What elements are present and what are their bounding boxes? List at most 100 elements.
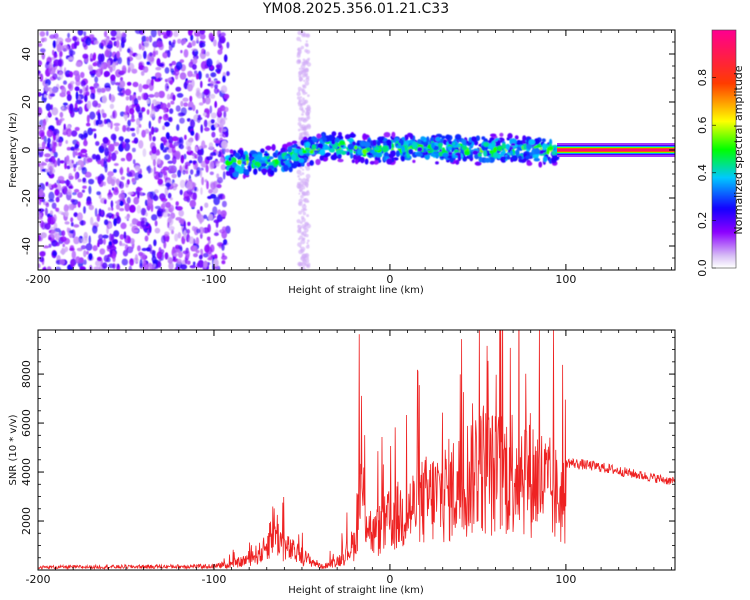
noise-blob bbox=[130, 127, 135, 132]
trace-blob bbox=[337, 153, 342, 159]
trace-blob bbox=[238, 167, 244, 175]
noise-blob bbox=[201, 140, 206, 150]
noise-blob bbox=[123, 231, 127, 239]
noise-blob bbox=[141, 35, 147, 42]
noise-blob bbox=[88, 253, 93, 261]
colorbar-segment bbox=[712, 102, 736, 105]
trace-blob bbox=[311, 144, 317, 150]
noise-blob bbox=[131, 177, 136, 183]
noise-blob bbox=[100, 210, 104, 216]
colorbar-segment bbox=[712, 160, 736, 163]
noise-blob bbox=[216, 173, 220, 179]
noise-blob bbox=[182, 250, 189, 255]
noise-blob bbox=[97, 119, 103, 125]
stripe-blob bbox=[298, 192, 301, 195]
trace-blob bbox=[398, 140, 405, 144]
noise-blob bbox=[77, 166, 82, 171]
noise-blob bbox=[178, 143, 181, 149]
trace-blob bbox=[291, 154, 297, 161]
noise-blob bbox=[117, 92, 124, 96]
noise-blob bbox=[80, 219, 84, 226]
stripe-blob bbox=[302, 74, 306, 78]
colorbar-segment bbox=[712, 32, 736, 35]
noise-blob bbox=[93, 266, 101, 270]
noise-blob bbox=[151, 214, 158, 221]
noise-blob bbox=[142, 262, 149, 270]
noise-blob bbox=[82, 53, 89, 59]
noise-blob bbox=[200, 248, 203, 254]
y-tick-label: 0 bbox=[20, 147, 33, 154]
noise-blob bbox=[183, 230, 187, 239]
colorbar-segment bbox=[712, 212, 736, 215]
noise-blob bbox=[207, 214, 214, 221]
trace-blob bbox=[359, 156, 365, 164]
noise-blob bbox=[162, 201, 166, 206]
noise-blob bbox=[141, 217, 148, 224]
stripe-blob bbox=[301, 204, 307, 210]
trace-blob bbox=[430, 142, 435, 149]
noise-blob bbox=[221, 252, 225, 258]
noise-blob bbox=[155, 150, 161, 156]
noise-blob bbox=[131, 229, 139, 233]
noise-blob bbox=[110, 30, 117, 37]
noise-blob bbox=[57, 158, 61, 167]
stripe-blob bbox=[301, 168, 305, 171]
stripe-blob bbox=[297, 47, 302, 52]
noise-blob bbox=[69, 185, 74, 190]
noise-blob bbox=[133, 137, 139, 144]
noise-blob bbox=[160, 197, 168, 203]
colorbar-segment bbox=[712, 86, 736, 89]
trace-blob bbox=[430, 153, 436, 157]
noise-blob bbox=[146, 99, 150, 104]
colorbar-segment bbox=[712, 30, 736, 33]
stripe-blob bbox=[306, 185, 309, 188]
stripe-blob bbox=[299, 102, 303, 106]
noise-blob bbox=[113, 163, 119, 166]
stripe-blob bbox=[301, 217, 306, 223]
noise-blob bbox=[121, 32, 126, 38]
noise-blob bbox=[158, 171, 164, 179]
colorbar-tick-label: 0.8 bbox=[696, 69, 709, 87]
noise-blob bbox=[222, 195, 226, 200]
noise-blob bbox=[170, 100, 175, 105]
noise-blob bbox=[113, 230, 120, 238]
noise-blob bbox=[223, 106, 229, 113]
noise-blob bbox=[128, 169, 136, 178]
noise-blob bbox=[103, 70, 111, 77]
trace-blob bbox=[283, 164, 289, 172]
noise-blob bbox=[110, 133, 117, 141]
trace-blob bbox=[291, 140, 298, 144]
noise-blob bbox=[103, 30, 108, 38]
noise-blob bbox=[61, 86, 67, 95]
stripe-blob bbox=[298, 201, 303, 207]
x-tick-label: -100 bbox=[201, 573, 226, 586]
noise-blob bbox=[132, 95, 136, 100]
stripe-blob bbox=[300, 45, 305, 50]
noise-blob bbox=[48, 243, 52, 248]
x-tick-label: -100 bbox=[201, 273, 226, 286]
trace-blob bbox=[514, 135, 519, 140]
colorbar-segment bbox=[712, 76, 736, 79]
noise-blob bbox=[195, 237, 200, 246]
noise-blob bbox=[91, 40, 94, 45]
noise-blob bbox=[160, 31, 168, 36]
colorbar-segment bbox=[712, 50, 736, 53]
noise-blob bbox=[111, 207, 114, 211]
noise-blob bbox=[167, 102, 171, 109]
noise-blob bbox=[81, 189, 85, 193]
colorbar-segment bbox=[712, 68, 736, 71]
noise-blob bbox=[186, 181, 193, 190]
trace-blob bbox=[350, 152, 354, 159]
noise-blob bbox=[129, 204, 136, 213]
noise-blob bbox=[75, 80, 81, 86]
trace-blob bbox=[226, 159, 233, 166]
noise-blob bbox=[80, 71, 85, 79]
stripe-blob bbox=[302, 258, 307, 262]
noise-blob bbox=[66, 188, 72, 195]
noise-blob bbox=[199, 42, 206, 48]
noise-blob bbox=[176, 93, 184, 98]
noise-blob bbox=[132, 147, 136, 153]
noise-blob bbox=[83, 259, 87, 265]
noise-blob bbox=[92, 100, 99, 108]
